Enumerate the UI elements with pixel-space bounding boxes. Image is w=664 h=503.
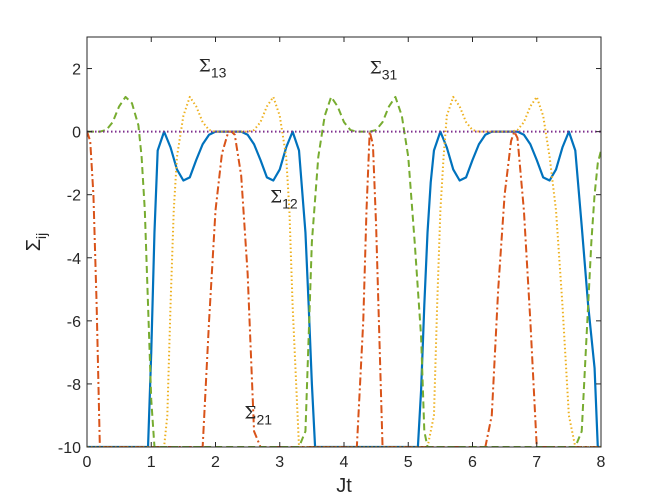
series-line-1 <box>87 130 601 447</box>
plot-frame <box>86 36 602 448</box>
y-axis-title: Σij <box>23 233 49 252</box>
y-axis-title-sub: ij <box>33 233 49 239</box>
annotation-base: Σ <box>270 188 282 208</box>
annotation-sub: 31 <box>382 66 398 82</box>
series-layer <box>87 95 601 447</box>
y-tick-label: -6 <box>67 314 81 331</box>
annotation-label: Σ31 <box>370 58 398 82</box>
y-axis-title-base: Σ <box>23 239 45 251</box>
annotation-label: Σ12 <box>270 188 298 212</box>
annotation-sub: 21 <box>256 412 272 428</box>
annotation-label: Σ13 <box>199 57 227 81</box>
plot-background <box>87 37 601 447</box>
y-tick-label: 0 <box>72 125 81 142</box>
x-tick-label: 3 <box>275 454 284 471</box>
x-tick-label: 6 <box>468 454 477 471</box>
series-line-3 <box>87 95 601 447</box>
annotation-base: Σ <box>370 58 382 78</box>
x-tick-label: 2 <box>211 454 220 471</box>
series-line-4 <box>87 95 601 447</box>
annotation-sub: 13 <box>211 65 227 81</box>
x-tick-label: 5 <box>404 454 413 471</box>
x-axis-title: Jt <box>336 475 352 497</box>
x-tick-label: 7 <box>532 454 541 471</box>
annotation-sub: 12 <box>282 196 298 212</box>
x-tick-label: 0 <box>83 454 92 471</box>
annotation-label: Σ21 <box>244 404 272 428</box>
x-tick-label: 4 <box>340 454 349 471</box>
y-tick-label: -8 <box>67 377 81 394</box>
x-tick-label: 8 <box>597 454 606 471</box>
annotation-base: Σ <box>199 57 211 77</box>
y-tick-label: 2 <box>72 62 81 79</box>
y-tick-label: -4 <box>67 251 81 268</box>
annotation-base: Σ <box>244 404 256 424</box>
svg-text:Σij: Σij <box>23 233 49 252</box>
x-tick-label: 1 <box>147 454 156 471</box>
series-line-2 <box>87 130 601 447</box>
y-tick-label: -10 <box>58 440 81 457</box>
y-tick-label: -2 <box>67 188 81 205</box>
